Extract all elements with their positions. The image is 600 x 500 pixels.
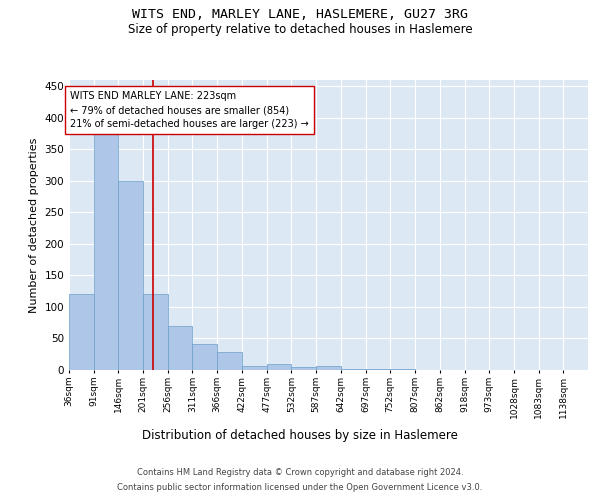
Bar [316, 366, 341, 370]
Bar [94, 134, 118, 370]
Text: WITS END MARLEY LANE: 223sqm
← 79% of detached houses are smaller (854)
21% of s: WITS END MARLEY LANE: 223sqm ← 79% of de… [70, 92, 308, 130]
Y-axis label: Number of detached properties: Number of detached properties [29, 138, 39, 312]
Bar [267, 364, 292, 370]
Text: Distribution of detached houses by size in Haslemere: Distribution of detached houses by size … [142, 428, 458, 442]
Bar [69, 294, 94, 370]
Bar [193, 344, 217, 370]
Text: Contains HM Land Registry data © Crown copyright and database right 2024.: Contains HM Land Registry data © Crown c… [137, 468, 463, 477]
Bar [217, 352, 242, 370]
Bar [118, 181, 143, 370]
Bar [167, 326, 193, 370]
Text: WITS END, MARLEY LANE, HASLEMERE, GU27 3RG: WITS END, MARLEY LANE, HASLEMERE, GU27 3… [132, 8, 468, 20]
Bar [292, 368, 316, 370]
Bar [143, 294, 167, 370]
Text: Contains public sector information licensed under the Open Government Licence v3: Contains public sector information licen… [118, 483, 482, 492]
Bar [242, 366, 267, 370]
Text: Size of property relative to detached houses in Haslemere: Size of property relative to detached ho… [128, 22, 472, 36]
